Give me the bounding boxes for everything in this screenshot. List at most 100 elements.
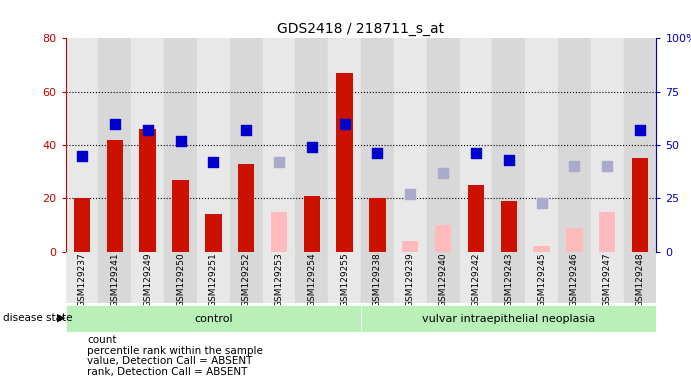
Bar (131, 252, 164, 303)
Bar (197, 38, 229, 252)
Bar (238, 164, 254, 252)
Bar (66, 38, 98, 252)
Point (142, 127, 153, 133)
Bar (394, 38, 426, 252)
Text: GSM129251: GSM129251 (209, 253, 218, 307)
Bar (164, 38, 197, 252)
Bar (426, 38, 460, 252)
Bar (492, 38, 525, 252)
Text: GSM129252: GSM129252 (242, 253, 251, 307)
Bar (623, 38, 656, 252)
Bar (558, 252, 591, 303)
Point (602, 163, 613, 169)
Text: GSM129249: GSM129249 (143, 253, 152, 307)
Bar (632, 158, 648, 252)
Text: GSM129241: GSM129241 (111, 253, 120, 307)
Text: GSM129247: GSM129247 (603, 253, 612, 307)
Bar (460, 252, 492, 303)
Point (208, 159, 219, 165)
Text: GSM129255: GSM129255 (340, 253, 349, 307)
Bar (229, 38, 263, 252)
Title: GDS2418 / 218711_s_at: GDS2418 / 218711_s_at (278, 22, 444, 36)
Bar (460, 38, 492, 252)
Point (175, 137, 186, 144)
Bar (295, 38, 328, 252)
Text: GSM129239: GSM129239 (406, 253, 415, 307)
Text: GSM129254: GSM129254 (307, 253, 316, 307)
Text: GSM129246: GSM129246 (570, 253, 579, 307)
Text: count: count (87, 335, 117, 345)
Bar (492, 252, 525, 303)
Bar (435, 225, 451, 252)
Bar (328, 38, 361, 252)
Bar (205, 214, 222, 252)
Bar (140, 129, 156, 252)
Bar (426, 252, 460, 303)
Bar (361, 38, 394, 252)
Text: GSM129242: GSM129242 (471, 253, 480, 307)
Point (240, 127, 252, 133)
Text: ▶: ▶ (57, 313, 65, 323)
Text: disease state: disease state (3, 313, 73, 323)
Text: vulvar intraepithelial neoplasia: vulvar intraepithelial neoplasia (422, 314, 596, 324)
Bar (98, 252, 131, 303)
Bar (500, 201, 517, 252)
Bar (591, 38, 623, 252)
Bar (337, 73, 353, 252)
Text: rank, Detection Call = ABSENT: rank, Detection Call = ABSENT (87, 367, 247, 377)
Bar (98, 38, 131, 252)
Bar (263, 38, 295, 252)
Text: percentile rank within the sample: percentile rank within the sample (87, 346, 263, 356)
Point (306, 144, 317, 150)
Bar (394, 252, 426, 303)
Bar (303, 195, 320, 252)
Bar (66, 305, 361, 332)
Bar (566, 228, 583, 252)
Text: value, Detection Call = ABSENT: value, Detection Call = ABSENT (87, 356, 252, 366)
Point (471, 151, 482, 157)
Text: GSM129243: GSM129243 (504, 253, 513, 307)
Point (109, 121, 120, 127)
Point (77, 152, 88, 159)
Point (339, 121, 350, 127)
Bar (623, 252, 656, 303)
Text: GSM129237: GSM129237 (77, 253, 86, 307)
Text: GSM129250: GSM129250 (176, 253, 185, 307)
Point (274, 159, 285, 165)
Bar (525, 252, 558, 303)
Bar (131, 38, 164, 252)
Text: GSM129245: GSM129245 (537, 253, 546, 307)
Bar (525, 38, 558, 252)
Bar (172, 180, 189, 252)
Bar (106, 140, 123, 252)
Bar (468, 185, 484, 252)
Text: control: control (194, 314, 233, 324)
Text: GSM129238: GSM129238 (373, 253, 382, 307)
Text: GSM129248: GSM129248 (636, 253, 645, 307)
Bar (74, 198, 91, 252)
Bar (361, 252, 394, 303)
Bar (263, 252, 295, 303)
Bar (369, 198, 386, 252)
Point (372, 151, 383, 157)
Point (634, 127, 645, 133)
Bar (533, 246, 550, 252)
Bar (591, 252, 623, 303)
Bar (66, 252, 98, 303)
Bar (229, 252, 263, 303)
Point (405, 191, 416, 197)
Bar (271, 212, 287, 252)
Bar (197, 252, 229, 303)
Bar (361, 305, 656, 332)
Bar (295, 252, 328, 303)
Bar (164, 252, 197, 303)
Point (503, 157, 514, 163)
Bar (328, 252, 361, 303)
Text: GSM129240: GSM129240 (439, 253, 448, 307)
Point (569, 163, 580, 169)
Point (536, 199, 547, 205)
Point (437, 170, 448, 176)
Text: GSM129253: GSM129253 (274, 253, 283, 307)
Bar (558, 38, 591, 252)
Bar (402, 241, 419, 252)
